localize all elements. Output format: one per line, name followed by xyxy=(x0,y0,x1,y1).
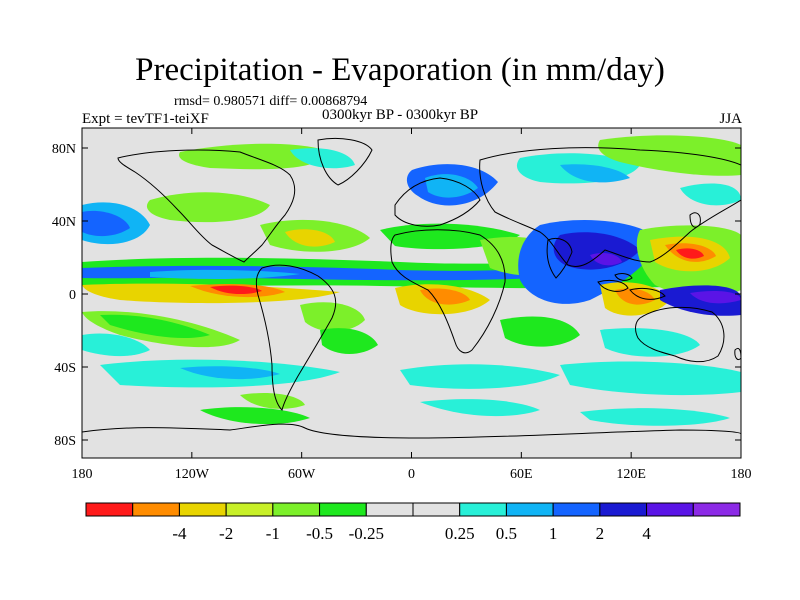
colorbar xyxy=(85,502,741,517)
field-patch xyxy=(680,183,741,206)
coast-japan xyxy=(689,212,701,228)
field-patch xyxy=(500,316,580,347)
coast-greenland xyxy=(317,137,373,186)
field-patch xyxy=(320,328,378,355)
colorbar-label: -0.5 xyxy=(306,524,333,543)
field-patch xyxy=(240,393,305,409)
colorbar-label: -1 xyxy=(266,524,280,543)
field-patch xyxy=(285,229,335,247)
field-patch xyxy=(560,164,630,183)
colorbar-label: -2 xyxy=(219,524,233,543)
field-patch xyxy=(690,291,741,304)
experiment-label: Expt = tevTF1-teiXF xyxy=(82,111,209,127)
colorbar-swatch xyxy=(552,502,601,517)
field-patch xyxy=(425,174,478,198)
lon-tick-label: 120W xyxy=(175,467,210,482)
lon-tick-label: 120E xyxy=(616,467,646,482)
colorbar-swatch xyxy=(692,502,741,517)
field-patch xyxy=(615,288,655,305)
coast-antarctica xyxy=(82,423,741,439)
colorbar-labels: -4 -2 -1 -0.5 -0.25 0.25 0.5 1 2 4 xyxy=(172,524,651,543)
colorbar-swatch xyxy=(365,502,414,517)
field-patch xyxy=(400,364,560,389)
field-patch xyxy=(420,399,540,417)
stats-text: rmsd= 0.980571 diff= 0.00868794 xyxy=(174,94,368,109)
coast-island xyxy=(614,273,633,281)
field-layer xyxy=(82,128,741,458)
field-patch xyxy=(82,210,130,237)
colorbar-swatch xyxy=(178,502,227,517)
coast-india xyxy=(546,238,573,279)
colorbar-swatch xyxy=(459,502,507,517)
field-patch xyxy=(290,148,355,169)
colorbar-swatch xyxy=(319,502,367,517)
lon-tick-label: 60E xyxy=(510,467,533,482)
colorbar-label: -0.25 xyxy=(349,524,384,543)
colorbar-swatch xyxy=(225,502,274,517)
field-patch xyxy=(600,328,700,357)
colorbar-label: -4 xyxy=(172,524,187,543)
coast-island xyxy=(629,287,666,300)
field-patch xyxy=(146,192,270,223)
colorbar-swatch xyxy=(85,502,134,517)
lat-tick-label: 40N xyxy=(52,215,76,230)
colorbar-label: 0.25 xyxy=(445,524,475,543)
lon-tick-label: 180 xyxy=(731,467,752,482)
field-patch xyxy=(676,248,704,259)
coast-north-america xyxy=(117,149,296,263)
field-patch xyxy=(598,135,741,176)
map-title: Precipitation - Evaporation (in mm/day) xyxy=(135,52,665,88)
lon-tick-label: 0 xyxy=(408,467,415,482)
field-patch xyxy=(100,314,210,339)
coast-europe xyxy=(394,177,481,227)
colorbar-swatch xyxy=(646,502,694,517)
coast-island xyxy=(597,279,629,292)
period-label: 0300kyr BP - 0300kyr BP xyxy=(322,107,479,123)
latitude-axis: 80N 40N 0 40S 80S xyxy=(52,142,741,449)
lat-tick-label: 40S xyxy=(54,361,76,376)
colorbar-label: 4 xyxy=(642,524,651,543)
field-patch xyxy=(210,285,262,295)
colorbar-swatch xyxy=(599,502,648,517)
coastlines xyxy=(82,137,741,439)
longitude-axis: 180 120W 60W 0 60E 120E 180 xyxy=(72,128,752,482)
colorbar-swatch xyxy=(412,502,461,517)
field-patch xyxy=(150,269,300,279)
lat-tick-label: 0 xyxy=(69,288,76,303)
colorbar-label: 0.5 xyxy=(496,524,517,543)
coast-africa xyxy=(390,229,506,354)
field-patch xyxy=(82,333,150,357)
field-patch xyxy=(180,366,280,380)
field-patch xyxy=(420,288,470,305)
coast-new-zealand xyxy=(734,347,741,361)
field-patch xyxy=(200,407,310,425)
coast-asia xyxy=(479,147,741,267)
colorbar-label: 1 xyxy=(549,524,558,543)
colorbar-swatch xyxy=(132,502,180,517)
season-label: JJA xyxy=(719,111,742,127)
field-patch xyxy=(580,408,730,426)
coast-australia xyxy=(635,306,725,363)
coast-south-america xyxy=(255,264,337,411)
field-patch xyxy=(560,361,741,396)
lat-tick-label: 80S xyxy=(54,434,76,449)
colorbar-label: 2 xyxy=(596,524,605,543)
colorbar-swatch xyxy=(272,502,321,517)
colorbar-swatch xyxy=(505,502,554,517)
lat-tick-label: 80N xyxy=(52,142,76,157)
lon-tick-label: 60W xyxy=(288,467,316,482)
lon-tick-label: 180 xyxy=(72,467,93,482)
